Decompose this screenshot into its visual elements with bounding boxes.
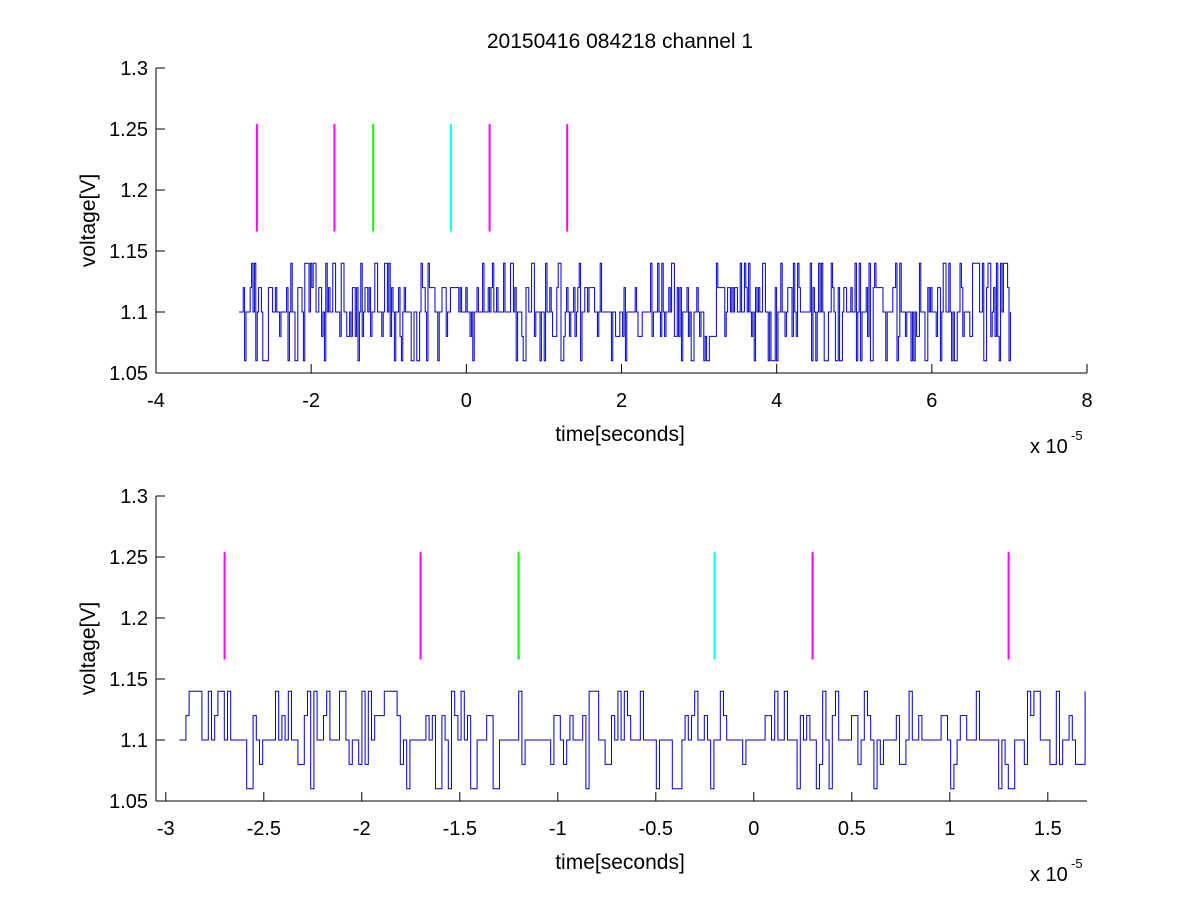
y-tick-label: 1.25 — [109, 119, 148, 141]
y-tick-label: 1.25 — [109, 547, 148, 569]
x-tick-label: 2 — [616, 390, 627, 412]
y-tick-label: 1.05 — [109, 791, 148, 813]
x-tick-label: 1 — [944, 818, 955, 840]
y-tick-label: 1.2 — [120, 608, 148, 630]
x-axis-label: time[seconds] — [555, 851, 685, 874]
x-multiplier-label: x 10 — [1030, 436, 1068, 458]
x-tick-label: -2 — [302, 390, 320, 412]
x-multiplier-exponent: -5 — [1071, 856, 1083, 871]
x-tick-label: 0.5 — [838, 818, 866, 840]
bottom-axes: -3 -2.5 -2 -1.5 -1 -0.5 0 0.5 1 1.5 1.05 1.1 1.15 1.2… — [77, 486, 1087, 886]
y-tick-label: 1.1 — [120, 730, 148, 752]
x-tick-label: -4 — [147, 390, 165, 412]
signal-trace — [179, 690, 1086, 790]
x-multiplier-label: x 10 — [1030, 864, 1068, 886]
x-axis-label: time[seconds] — [555, 423, 685, 446]
x-tick-label: -3 — [157, 818, 175, 840]
x-tick-label: -2 — [353, 818, 371, 840]
x-tick-label: -0.5 — [639, 818, 673, 840]
x-tick-label: -1.5 — [443, 818, 477, 840]
x-tick-label: -1 — [549, 818, 567, 840]
y-axis-label: voltage[V] — [77, 174, 100, 267]
y-tick-label: 1.05 — [109, 363, 148, 385]
x-multiplier-exponent: -5 — [1071, 428, 1083, 443]
signal-trace — [239, 262, 1011, 362]
y-tick-label: 1.3 — [120, 58, 148, 80]
y-tick-label: 1.15 — [109, 669, 148, 691]
y-tick-label: 1.1 — [120, 302, 148, 324]
x-tick-label: 0 — [748, 818, 759, 840]
x-tick-label: 6 — [926, 390, 937, 412]
figure-title: 20150416 084218 channel 1 — [487, 30, 753, 53]
y-tick-label: 1.15 — [109, 241, 148, 263]
x-tick-label: 8 — [1081, 390, 1092, 412]
x-tick-label: 1.5 — [1034, 818, 1062, 840]
y-tick-label: 1.2 — [120, 180, 148, 202]
x-tick-label: 0 — [461, 390, 472, 412]
x-tick-label: 4 — [771, 390, 782, 412]
top-axes: -4 -2 0 2 4 6 8 1.05 1.1 1.15 1.2 1.25 1.3 time[secon… — [77, 58, 1093, 458]
y-axis-label: voltage[V] — [77, 602, 100, 695]
x-tick-label: -2.5 — [247, 818, 281, 840]
y-tick-label: 1.3 — [120, 486, 148, 508]
